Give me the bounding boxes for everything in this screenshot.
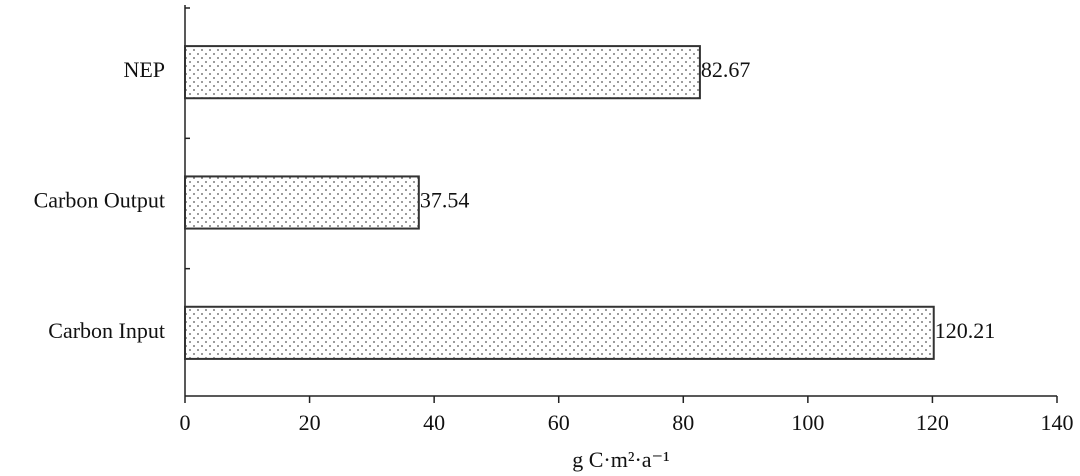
value-label: 37.54 — [420, 188, 470, 213]
bar — [184, 175, 420, 230]
y-tick-label: NEP — [123, 57, 165, 82]
x-tick-label: 20 — [299, 410, 321, 435]
y-tick-label: Carbon Output — [34, 188, 165, 213]
y-tick-label: Carbon Input — [48, 318, 165, 343]
x-tick-label: 100 — [791, 410, 824, 435]
bar — [184, 305, 935, 360]
x-tick-label: 0 — [180, 410, 191, 435]
x-tick-label: 60 — [548, 410, 570, 435]
x-tick-label: 40 — [423, 410, 445, 435]
value-label: 120.21 — [935, 318, 996, 343]
x-tick-label: 140 — [1041, 410, 1074, 435]
bar — [184, 45, 701, 100]
x-tick-label: 120 — [916, 410, 949, 435]
x-tick-label: 80 — [672, 410, 694, 435]
value-label: 82.67 — [701, 57, 751, 82]
x-axis-label: g C·m²·a⁻¹ — [572, 447, 670, 472]
